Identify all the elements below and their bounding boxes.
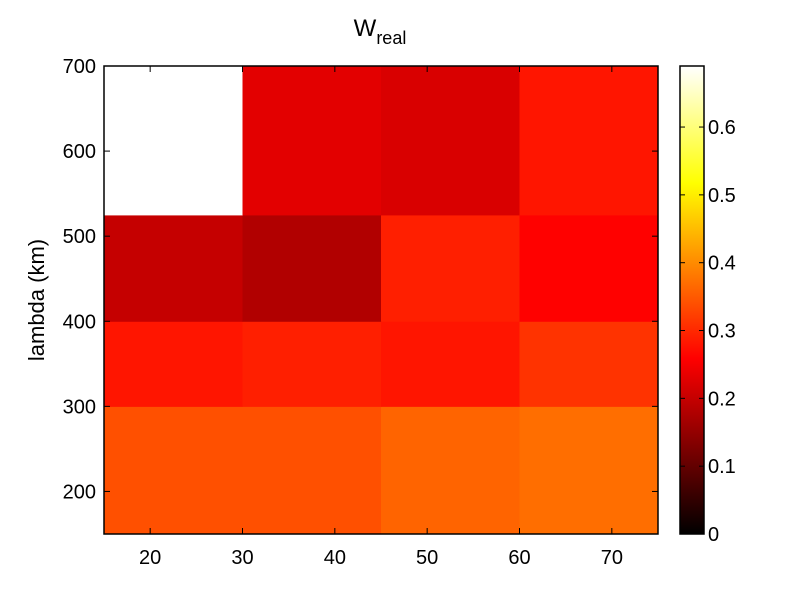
colorbar-tick-label: 0.4 — [708, 253, 736, 275]
heatmap-cell — [242, 214, 382, 322]
heatmap-cells — [104, 66, 659, 535]
x-tick-label: 40 — [324, 547, 346, 569]
x-tick-label: 60 — [508, 547, 530, 569]
y-axis-ticks: 200 300 400 500 600 700 — [63, 56, 658, 503]
heatmap-cell — [381, 214, 520, 322]
heatmap-cell — [104, 66, 243, 216]
heatmap-cell — [104, 321, 243, 407]
heatmap-cell — [104, 214, 243, 322]
colorbar-tick-label: 0.3 — [708, 321, 736, 343]
colorbar-tick-label: 0.6 — [708, 117, 736, 139]
heatmap-cell — [381, 406, 520, 535]
y-tick-label: 600 — [63, 141, 96, 163]
heatmap-cell — [242, 406, 382, 535]
heatmap-cell — [519, 214, 659, 322]
colorbar-tick-label: 0.2 — [708, 388, 736, 410]
colorbar-tick-label: 0 — [708, 524, 719, 546]
y-tick-label: 300 — [63, 396, 96, 418]
plot-frame — [103, 65, 659, 535]
y-tick-label: 500 — [63, 226, 96, 248]
x-axis-ticks: 20 30 40 50 60 70 — [139, 66, 623, 569]
colorbar — [679, 65, 705, 535]
heatmap-cell — [242, 321, 382, 407]
y-tick-label: 400 — [63, 311, 96, 333]
chart-title: Wreal — [354, 15, 407, 48]
y-tick-label: 200 — [63, 481, 96, 503]
heatmap-cell — [381, 321, 520, 407]
heatmap-cell — [381, 66, 520, 216]
y-axis-label: lambda (km) — [24, 239, 49, 361]
x-tick-label: 70 — [601, 547, 623, 569]
y-tick-label: 700 — [63, 56, 96, 78]
chart-title-subscript: real — [376, 28, 406, 48]
heatmap-cell — [519, 66, 659, 216]
heatmap-cell — [242, 66, 382, 216]
heatmap-cell — [519, 406, 659, 535]
heatmap-cell — [104, 406, 243, 535]
x-tick-label: 30 — [231, 547, 253, 569]
x-tick-label: 20 — [139, 547, 161, 569]
heatmap-cell — [519, 321, 659, 407]
x-tick-label: 50 — [416, 547, 438, 569]
colorbar-ticks: 0 0.1 0.2 0.3 0.4 0.5 0.6 — [680, 117, 736, 546]
colorbar-tick-label: 0.1 — [708, 456, 736, 478]
chart-title-main: W — [354, 15, 377, 42]
colorbar-tick-label: 0.5 — [708, 185, 736, 207]
